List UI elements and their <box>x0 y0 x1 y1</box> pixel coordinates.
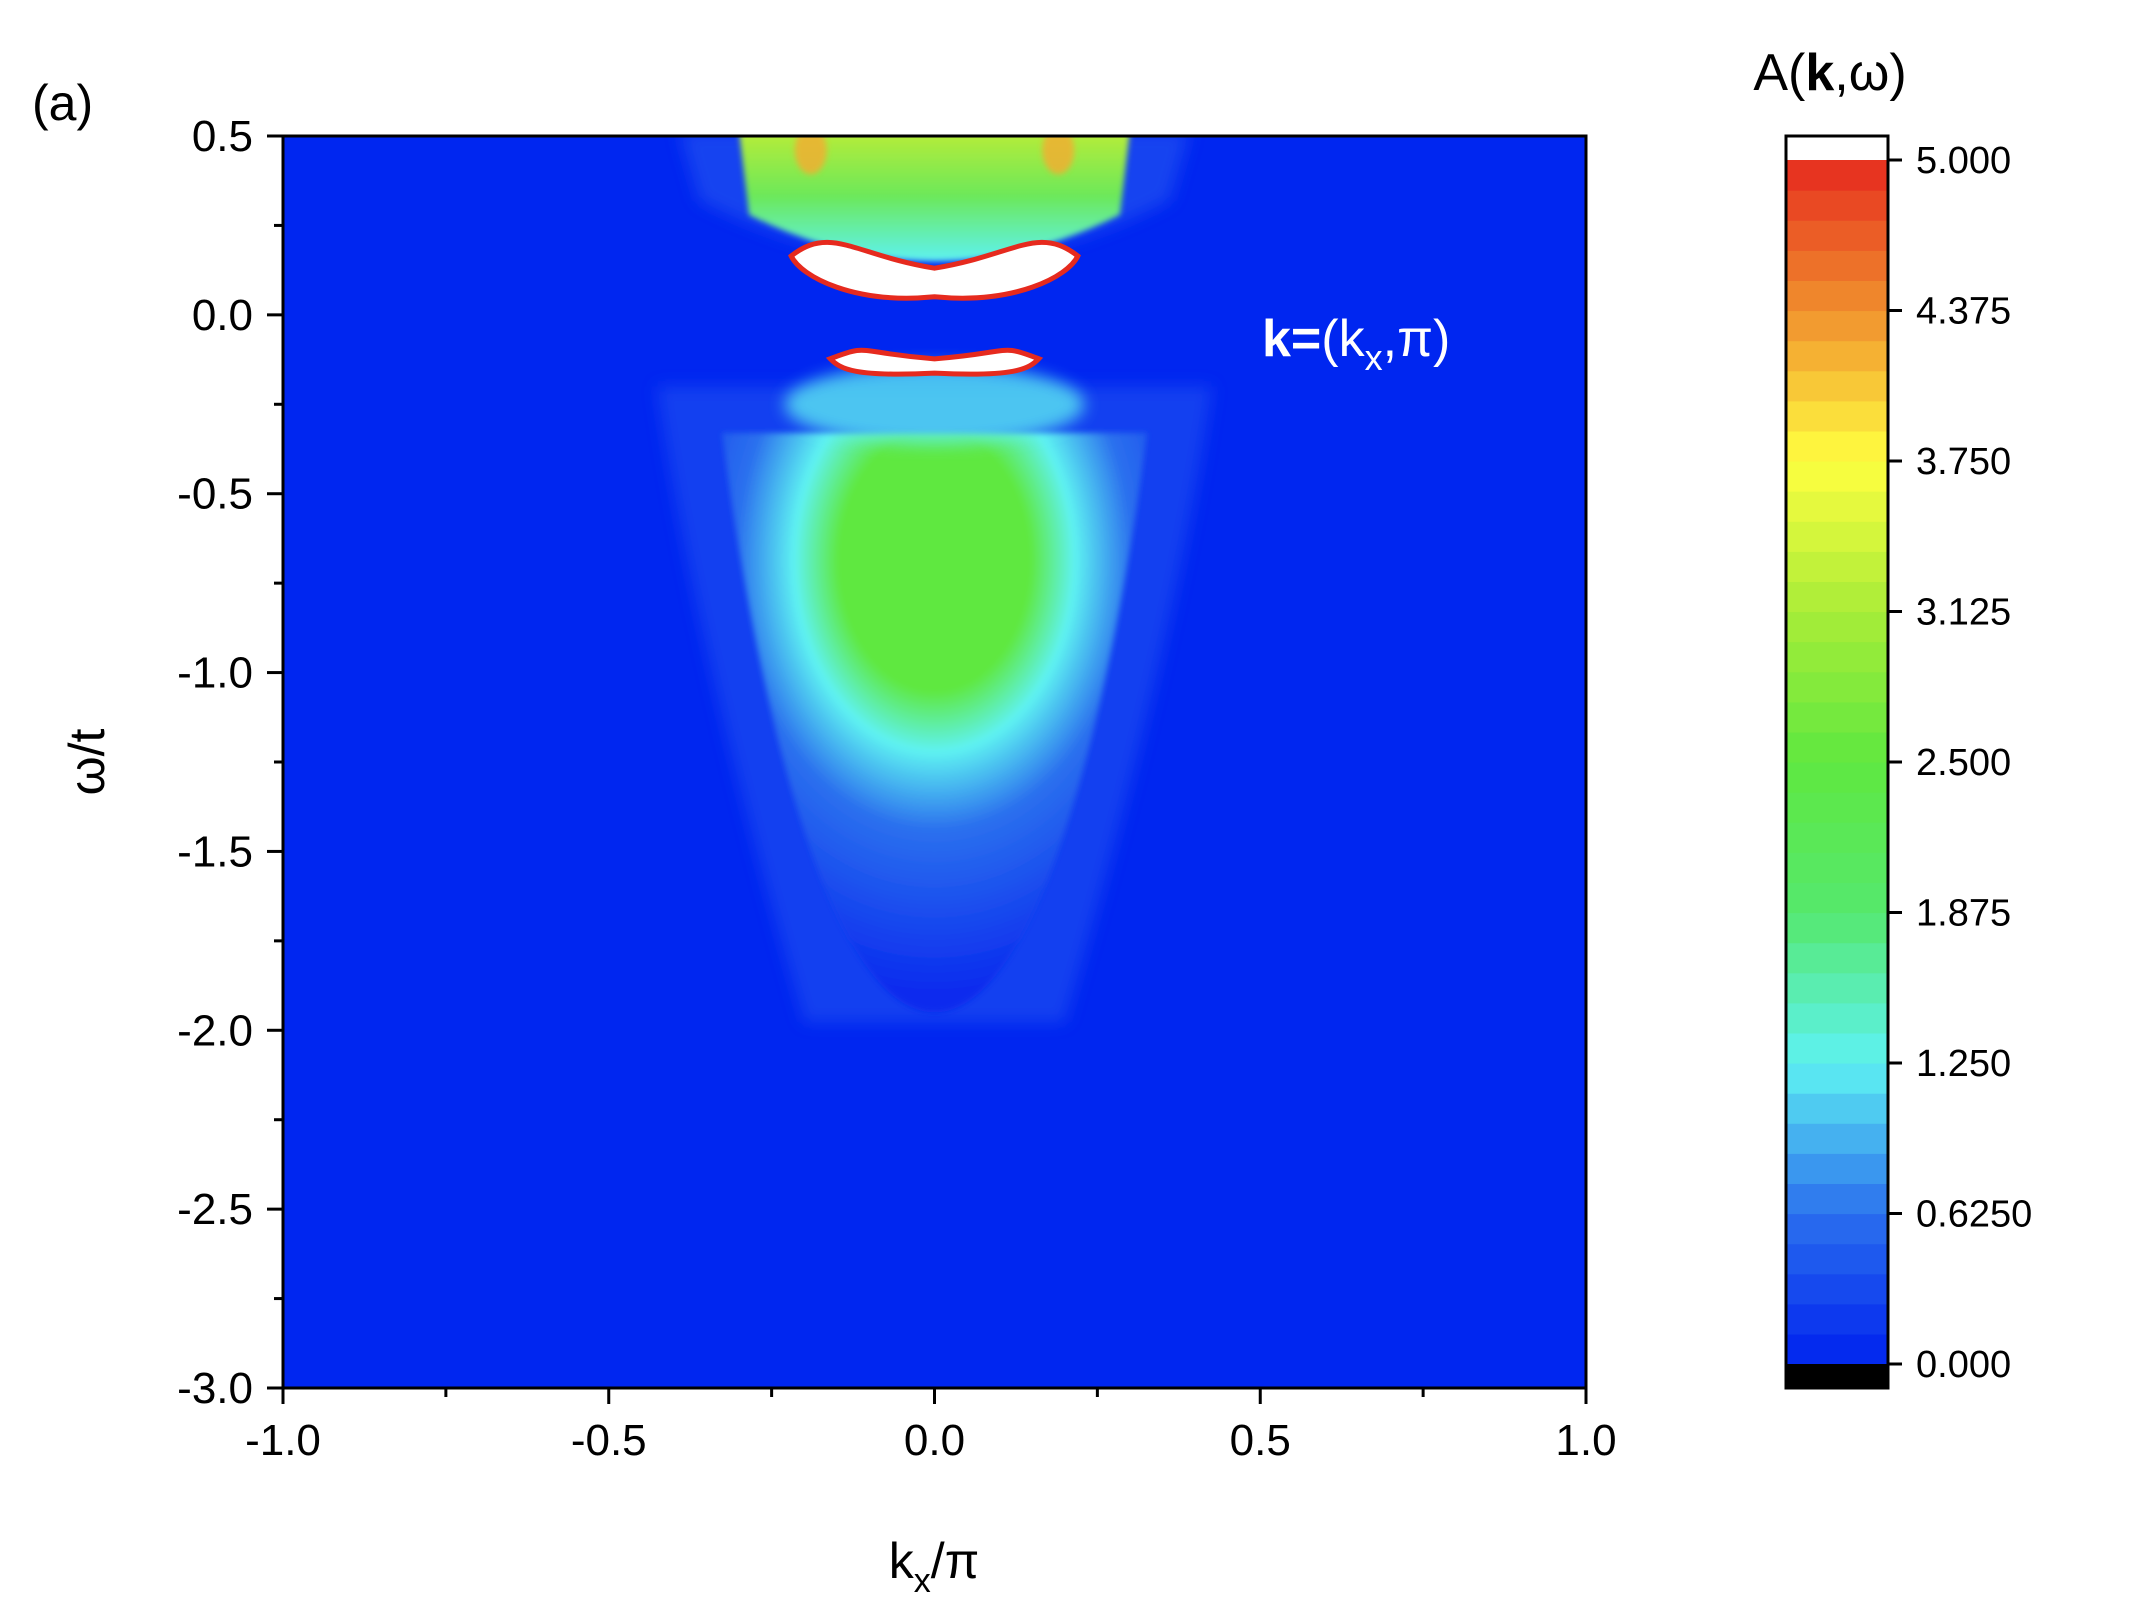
y-axis: 0.5 0.0 -0.5 -1.0 -1.5 -2.0 -2.5 -3.0 <box>177 112 283 1413</box>
y-tick-label: -2.0 <box>177 1006 253 1055</box>
colorbar-band <box>1786 1213 1888 1245</box>
x-axis: -1.0 -0.5 0.0 0.5 1.0 <box>245 1388 1617 1465</box>
upper-peak-ridge <box>788 240 1081 301</box>
lower-band <box>722 432 1147 1013</box>
colorbar-tick-label: 0.000 <box>1916 1344 2011 1386</box>
colorbar-tick-label: 4.375 <box>1916 291 2011 333</box>
colorbar-ticks: 5.000 4.375 3.750 3.125 2.500 1.875 1.250 0.625… <box>1888 140 2032 1386</box>
colorbar-band <box>1786 1273 1888 1305</box>
colorbar-band <box>1786 220 1888 251</box>
colorbar-band <box>1786 1243 1888 1275</box>
colorbar-band <box>1786 1153 1888 1184</box>
colorbar-band <box>1786 310 1888 342</box>
colorbar-band <box>1786 611 1888 643</box>
colorbar-band <box>1786 1032 1888 1064</box>
colorbar-over-swatch <box>1786 136 1888 160</box>
y-tick-label: 0.0 <box>192 291 253 340</box>
colorbar-band <box>1786 340 1888 372</box>
colorbar-band <box>1786 1093 1888 1124</box>
colorbar-tick-label: 2.500 <box>1916 742 2011 784</box>
x-tick-label: 0.5 <box>1230 1416 1291 1465</box>
colorbar-band <box>1786 370 1888 402</box>
colorbar-title: A(k,ω) <box>1753 44 1906 102</box>
momentum-annotation: k=(kx,π) <box>1262 310 1450 378</box>
y-tick-label: -2.5 <box>177 1185 253 1234</box>
colorbar-band <box>1786 641 1888 673</box>
colorbar-band <box>1786 852 1888 883</box>
colorbar-band <box>1786 400 1888 432</box>
y-tick-label: -1.0 <box>177 649 253 698</box>
colorbar-tick-label: 1.250 <box>1916 1043 2011 1085</box>
colorbar-band <box>1786 1002 1888 1034</box>
colorbar-band <box>1786 1183 1888 1215</box>
colorbar-band <box>1786 882 1888 914</box>
colorbar-band <box>1786 942 1888 974</box>
colorbar-band <box>1786 822 1888 853</box>
colorbar-band <box>1786 671 1888 703</box>
colorbar-body <box>1784 134 1890 1390</box>
panel-label: (a) <box>32 75 93 131</box>
x-tick-label: 0.0 <box>904 1416 965 1465</box>
colorbar-tick-label: 1.875 <box>1916 893 2011 935</box>
colorbar-band <box>1786 581 1888 613</box>
colorbar-band <box>1786 190 1888 221</box>
colorbar-band <box>1786 972 1888 1004</box>
colorbar-band <box>1786 762 1888 793</box>
y-tick-label: -3.0 <box>177 1364 253 1413</box>
spectral-features <box>657 136 1212 1023</box>
colorbar-band <box>1786 280 1888 312</box>
x-axis-title: kx/π <box>889 1533 979 1598</box>
colorbar-under-swatch <box>1786 1364 1888 1388</box>
colorbar-band <box>1786 701 1888 733</box>
colorbar-tick-label: 3.125 <box>1916 592 2011 634</box>
colorbar-band <box>1786 1063 1888 1094</box>
colorbar-band <box>1786 912 1888 944</box>
colorbar-band <box>1786 491 1888 522</box>
colorbar-band <box>1786 461 1888 492</box>
colorbar-band <box>1786 731 1888 763</box>
colorbar: A(k,ω) 5.000 4.375 3.750 3.125 2.500 1.875 1.2… <box>1753 44 2032 1390</box>
x-tick-label: -0.5 <box>571 1416 647 1465</box>
y-axis-title: ω/t <box>59 728 115 795</box>
colorbar-tick-label: 3.750 <box>1916 441 2011 483</box>
y-tick-label: -1.5 <box>177 827 253 876</box>
x-tick-label: 1.0 <box>1555 1416 1616 1465</box>
upper-band <box>739 136 1130 262</box>
upper-band-hotspot <box>1042 136 1075 175</box>
colorbar-band <box>1786 430 1888 462</box>
y-tick-label: 0.5 <box>192 112 253 161</box>
upper-band-hotspot <box>794 136 827 175</box>
lower-peak-ridge <box>825 347 1044 377</box>
colorbar-band <box>1786 160 1888 191</box>
colorbar-band <box>1786 250 1888 281</box>
colorbar-band <box>1786 1303 1888 1335</box>
heatmap-area <box>283 136 1586 1388</box>
x-tick-label: -1.0 <box>245 1416 321 1465</box>
colorbar-band <box>1786 1333 1888 1365</box>
colorbar-band <box>1786 1123 1888 1154</box>
colorbar-band <box>1786 792 1888 823</box>
y-tick-label: -0.5 <box>177 470 253 519</box>
gap-fringe <box>784 364 1085 445</box>
colorbar-tick-label: 5.000 <box>1916 140 2011 182</box>
colorbar-band <box>1786 521 1888 552</box>
colorbar-band <box>1786 551 1888 582</box>
colorbar-tick-label: 0.6250 <box>1916 1194 2032 1236</box>
